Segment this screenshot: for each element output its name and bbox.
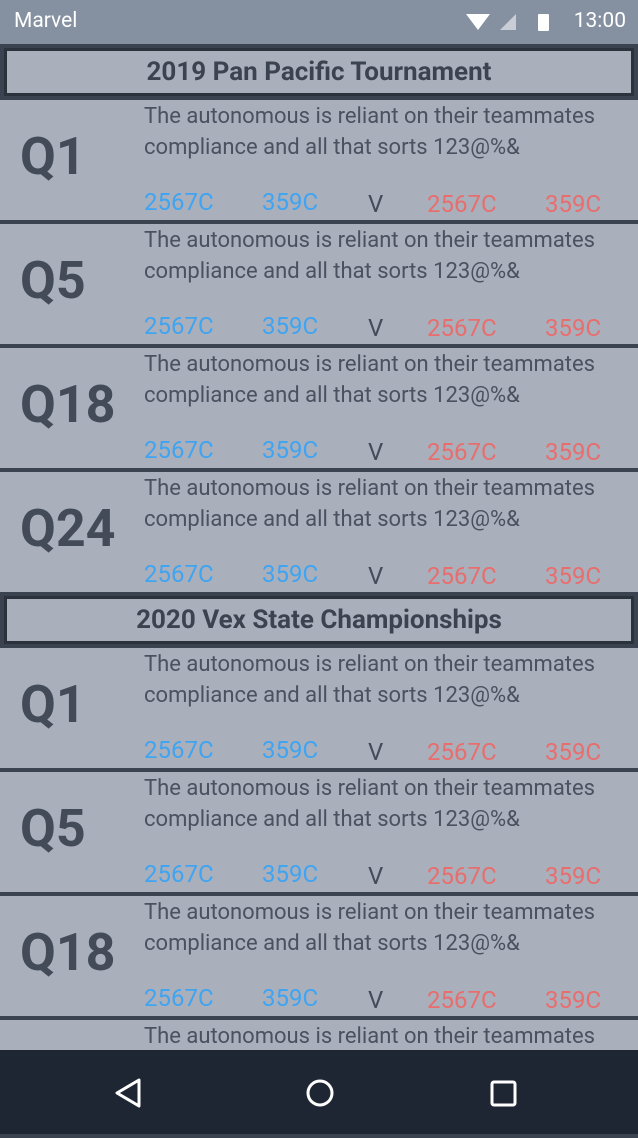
blue-team: 359C: [262, 436, 319, 464]
versus: V: [368, 738, 384, 766]
match-description: The autonomous is reliant on their teamm…: [144, 352, 596, 408]
match-label: Q1: [20, 674, 86, 735]
status-bar: Marvel 13:00: [0, 0, 638, 44]
red-team: 359C: [545, 314, 602, 342]
red-team: 2567C: [427, 862, 497, 890]
red-team: 359C: [545, 438, 602, 466]
nav-bar: [0, 1050, 638, 1134]
blue-team: 359C: [262, 560, 319, 588]
versus: V: [368, 314, 384, 342]
match-label: Q1: [20, 126, 86, 187]
versus: V: [368, 190, 384, 218]
blue-team: 2567C: [144, 984, 214, 1012]
home-button[interactable]: [306, 1079, 334, 1107]
versus: V: [368, 862, 384, 890]
app-name: Marvel: [14, 9, 78, 33]
recents-button[interactable]: [490, 1080, 517, 1107]
match-description: The autonomous is reliant on their teamm…: [144, 1024, 596, 1049]
match-label: Q18: [20, 374, 116, 435]
red-team: 2567C: [427, 562, 497, 590]
blue-team: 359C: [262, 860, 319, 888]
red-team: 359C: [545, 738, 602, 766]
match-description: The autonomous is reliant on their teamm…: [144, 476, 596, 532]
match-card[interactable]: Q1 The autonomous is reliant on their tea…: [0, 648, 638, 768]
match-label: Q18: [20, 922, 116, 983]
match-label: Q5: [20, 798, 86, 859]
versus: V: [368, 562, 384, 590]
red-team: 359C: [545, 986, 602, 1014]
match-label: Q5: [20, 250, 86, 311]
red-team: 2567C: [427, 190, 497, 218]
match-card[interactable]: The autonomous is reliant on their teamm…: [0, 1020, 638, 1050]
match-description: The autonomous is reliant on their teamm…: [144, 652, 596, 708]
match-description: The autonomous is reliant on their teamm…: [144, 228, 596, 284]
blue-team: 2567C: [144, 436, 214, 464]
red-team: 2567C: [427, 314, 497, 342]
match-description: The autonomous is reliant on their teamm…: [144, 900, 596, 956]
nav-icons: [115, 1078, 517, 1108]
match-card[interactable]: Q18 The autonomous is reliant on their te…: [0, 348, 638, 468]
back-button[interactable]: [115, 1078, 141, 1108]
blue-team: 2567C: [144, 312, 214, 340]
clock: 13:00: [573, 9, 626, 33]
red-team: 2567C: [427, 738, 497, 766]
versus: V: [368, 438, 384, 466]
blue-team: 359C: [262, 984, 319, 1012]
red-team: 2567C: [427, 986, 497, 1014]
red-team: 2567C: [427, 438, 497, 466]
status-icons: [466, 14, 549, 31]
blue-team: 359C: [262, 312, 319, 340]
versus: V: [368, 986, 384, 1014]
red-team: 359C: [545, 862, 602, 890]
match-list: 2019 Pan Pacific Tournament Q1 The autonom…: [0, 44, 638, 1050]
blue-team: 2567C: [144, 560, 214, 588]
match-card[interactable]: Q5 The autonomous is reliant on their tea…: [0, 224, 638, 344]
blue-team: 359C: [262, 736, 319, 764]
red-team: 359C: [545, 190, 602, 218]
match-card[interactable]: Q18 The autonomous is reliant on their te…: [0, 896, 638, 1016]
red-team: 359C: [545, 562, 602, 590]
match-card[interactable]: Q1 The autonomous is reliant on their tea…: [0, 100, 638, 220]
blue-team: 2567C: [144, 188, 214, 216]
match-description: The autonomous is reliant on their teamm…: [144, 776, 596, 832]
section-header: 2020 Vex State Championships: [4, 596, 634, 644]
match-card[interactable]: Q5 The autonomous is reliant on their tea…: [0, 772, 638, 892]
match-description: The autonomous is reliant on their teamm…: [144, 104, 596, 160]
blue-team: 2567C: [144, 860, 214, 888]
blue-team: 359C: [262, 188, 319, 216]
match-card[interactable]: Q24 The autonomous is reliant on their te…: [0, 472, 638, 592]
match-label: Q24: [20, 498, 116, 559]
section-header: 2019 Pan Pacific Tournament: [4, 48, 634, 96]
blue-team: 2567C: [144, 736, 214, 764]
